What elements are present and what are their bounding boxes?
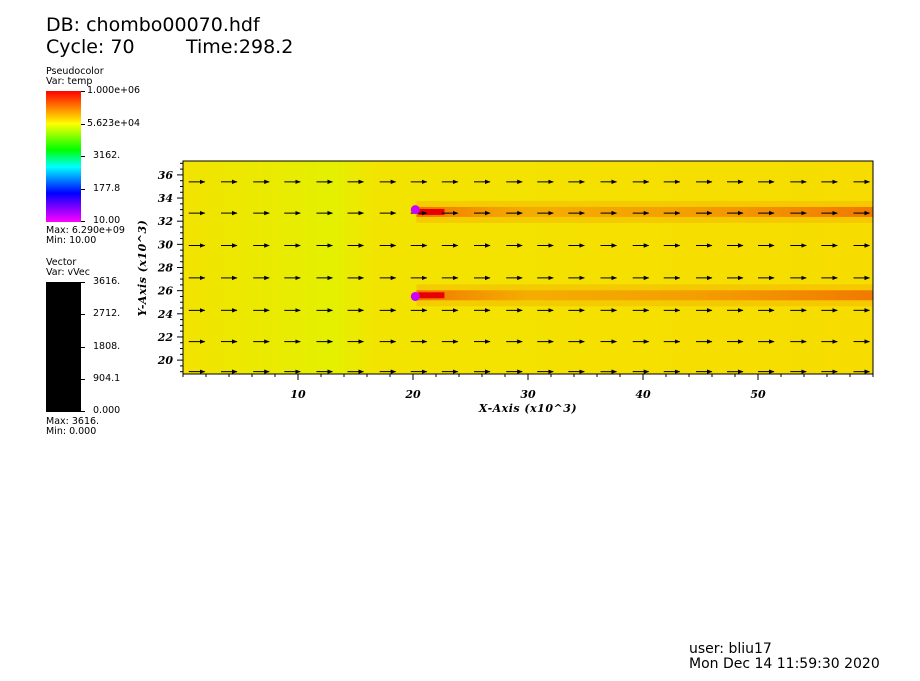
x-axis-title: X-Axis (x10^3)	[478, 402, 577, 415]
timestamp-label: Mon Dec 14 11:59:30 2020	[689, 656, 880, 672]
vector-legend-title: Vector	[46, 257, 77, 268]
user-label: user: bliu17	[689, 641, 772, 657]
heatmap-hot-core	[418, 292, 445, 299]
vector-tick-label: 904.1	[93, 373, 121, 384]
pseudocolor-tick-label: 1.000e+06	[87, 85, 141, 96]
x-tick-label: 50	[750, 388, 766, 401]
vector-tick-label: 2712.	[93, 308, 121, 319]
heat-source-point	[410, 205, 420, 215]
pseudocolor-tick-label: 3162.	[93, 150, 121, 161]
heatmap-hot-core	[418, 208, 445, 215]
y-tick-label: 24	[157, 308, 173, 321]
x-tick-label: 10	[290, 388, 306, 401]
time-label: Time:298.2	[186, 36, 294, 58]
pseudocolor-min: Min: 10.00	[46, 235, 97, 246]
y-tick-label: 20	[157, 354, 174, 367]
heatmap-background	[183, 161, 873, 374]
x-tick-label: 30	[520, 388, 536, 401]
vector-tick-label: 3616.	[93, 276, 121, 287]
vector-legend-var: Var: vVec	[46, 267, 90, 278]
y-tick-label: 22	[157, 331, 174, 344]
vector-tick-label: 0.000	[93, 405, 121, 416]
vector-min: Min: 0.000	[46, 426, 97, 437]
y-tick-label: 34	[158, 192, 173, 205]
heat-source-point	[410, 291, 420, 301]
y-axis-title: Y-Axis (x10^3)	[136, 220, 149, 317]
pseudocolor-legend-var: Var: temp	[46, 76, 93, 87]
vector-colorbar	[46, 282, 81, 412]
y-tick-label: 30	[158, 238, 174, 251]
y-tick-label: 36	[158, 169, 174, 182]
y-tick-label: 26	[157, 285, 174, 298]
pseudocolor-tick-label: 5.623e+04	[87, 118, 141, 129]
y-tick-label: 32	[158, 215, 174, 228]
cycle-label: Cycle: 70	[46, 36, 135, 58]
pseudocolor-max: Max: 6.290e+09	[46, 225, 125, 236]
heatmap-hot-band	[416, 206, 873, 217]
vector-max: Max: 3616.	[46, 416, 100, 427]
pseudocolor-tick-label: 177.8	[93, 183, 121, 194]
pseudocolor-tick-label: 10.00	[93, 215, 121, 226]
y-tick-label: 28	[157, 262, 174, 275]
heatmap-hot-band	[416, 290, 873, 301]
pseudocolor-colorbar	[46, 91, 81, 222]
x-tick-label: 20	[404, 388, 421, 401]
pseudocolor-legend-title: Pseudocolor	[46, 66, 104, 77]
database-label: DB: chombo00070.hdf	[46, 14, 260, 36]
x-tick-label: 40	[635, 388, 651, 401]
vector-tick-label: 1808.	[93, 341, 121, 352]
